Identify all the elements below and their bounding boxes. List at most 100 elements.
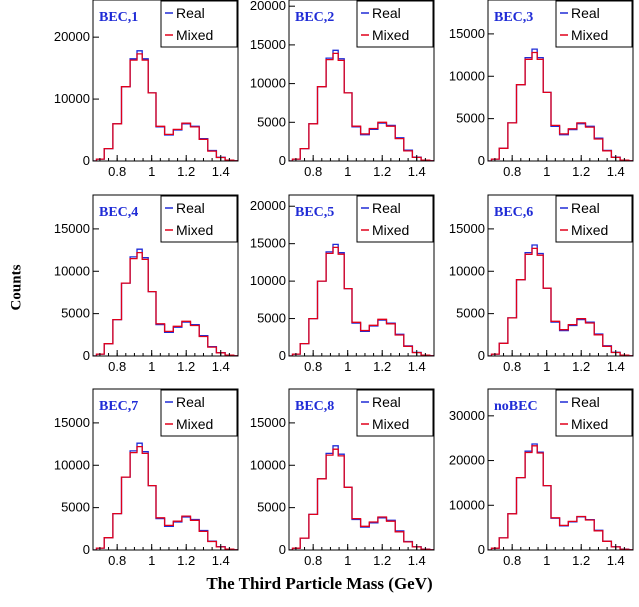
panel-title: BEC,7 xyxy=(99,399,138,414)
panel-title: BEC,1 xyxy=(99,10,138,25)
x-tick-label: 1.2 xyxy=(572,553,590,568)
plot-frame xyxy=(288,388,435,551)
legend-label-real: Real xyxy=(176,394,205,410)
y-tick-label: 15000 xyxy=(250,37,286,52)
series-mixed-line xyxy=(488,445,633,550)
x-tick-label: 0.8 xyxy=(304,359,322,374)
y-tick-label: 20000 xyxy=(250,0,286,13)
y-tick-label: 0 xyxy=(478,153,485,168)
x-tick-label: 1.4 xyxy=(212,164,230,179)
legend-label-real: Real xyxy=(372,394,401,410)
series-mixed-line xyxy=(93,53,238,161)
y-tick-label: 10000 xyxy=(250,457,286,472)
y-tick-label: 5000 xyxy=(456,111,485,126)
y-tick-label: 15000 xyxy=(449,221,485,236)
series-real-line xyxy=(93,248,238,356)
plot-frame xyxy=(92,0,239,162)
series-real-line xyxy=(289,243,434,356)
panel-title: BEC,8 xyxy=(295,399,334,414)
legend-label-real: Real xyxy=(176,200,205,216)
panel-title: BEC,2 xyxy=(295,10,334,25)
y-tick-label: 10000 xyxy=(54,263,90,278)
x-tick-label: 0.8 xyxy=(108,553,126,568)
series-mixed-line xyxy=(488,247,633,356)
x-tick-label: 1.4 xyxy=(607,359,625,374)
y-tick-label: 20000 xyxy=(54,29,90,44)
plot-frame xyxy=(288,0,435,162)
panel-title: BEC,3 xyxy=(494,10,533,25)
y-tick-label: 15000 xyxy=(54,221,90,236)
panel-8: 0.8 1 1.2 1.4 0 5000 10000 15000 BEC,8 Real Mixed xyxy=(250,388,435,568)
x-tick-label: 0.8 xyxy=(503,164,521,179)
plot-frame xyxy=(288,194,435,357)
y-axis-label-wrap: Counts xyxy=(0,255,34,325)
y-tick-label: 5000 xyxy=(257,500,286,515)
x-tick-label: 1 xyxy=(148,359,155,374)
y-tick-label: 15000 xyxy=(449,26,485,41)
series-real-line xyxy=(289,445,434,550)
x-tick-label: 0.8 xyxy=(304,553,322,568)
legend-label-real: Real xyxy=(372,5,401,21)
legend-box xyxy=(160,389,238,437)
y-axis-label: Counts xyxy=(8,264,25,311)
x-tick-label: 1.4 xyxy=(212,359,230,374)
legend-label-mixed: Mixed xyxy=(176,222,213,238)
panel-6: 0.8 1 1.2 1.4 0 5000 10000 15000 BEC,6 Real Mixed xyxy=(449,194,634,374)
plot-frame xyxy=(92,194,239,357)
plot-frame xyxy=(487,388,634,551)
y-tick-label: 0 xyxy=(279,542,286,557)
legend-box xyxy=(160,0,238,48)
y-tick-label: 30000 xyxy=(449,408,485,423)
x-tick-label: 1.2 xyxy=(373,359,391,374)
panel-9: 0.8 1 1.2 1.4 0 10000 20000 30000 noBEC Real Mixed xyxy=(449,388,634,568)
series-mixed-line xyxy=(289,246,434,356)
legend-label-real: Real xyxy=(571,200,600,216)
y-tick-label: 0 xyxy=(83,542,90,557)
series-real-line xyxy=(93,442,238,550)
series-real-line xyxy=(488,244,633,356)
x-tick-label: 0.8 xyxy=(503,359,521,374)
legend-label-real: Real xyxy=(571,5,600,21)
legend-label-mixed: Mixed xyxy=(372,222,409,238)
x-tick-label: 1 xyxy=(344,359,351,374)
x-tick-label: 1.2 xyxy=(177,164,195,179)
x-tick-label: 1.2 xyxy=(177,553,195,568)
plot-frame xyxy=(92,388,239,551)
legend-box xyxy=(555,0,633,48)
y-tick-label: 10000 xyxy=(250,76,286,91)
y-tick-label: 0 xyxy=(279,153,286,168)
panel-title: BEC,4 xyxy=(99,205,138,220)
x-tick-label: 1.2 xyxy=(373,553,391,568)
x-tick-label: 1.2 xyxy=(373,164,391,179)
y-tick-label: 10000 xyxy=(449,263,485,278)
x-tick-label: 0.8 xyxy=(108,359,126,374)
series-mixed-line xyxy=(93,445,238,550)
series-mixed-line xyxy=(289,448,434,550)
legend-label-mixed: Mixed xyxy=(176,416,213,432)
panel-4: 0.8 1 1.2 1.4 0 5000 10000 15000 BEC,4 Real Mixed xyxy=(54,194,239,374)
x-tick-label: 1.4 xyxy=(212,553,230,568)
panel-1: 0.8 1 1.2 1.4 0 10000 20000 BEC,1 Real Mixed xyxy=(54,0,239,179)
y-tick-label: 5000 xyxy=(61,500,90,515)
y-tick-label: 10000 xyxy=(54,457,90,472)
legend-box xyxy=(356,0,434,48)
legend-box xyxy=(356,389,434,437)
plot-frame xyxy=(487,194,634,357)
y-tick-label: 15000 xyxy=(54,415,90,430)
panel-title: BEC,5 xyxy=(295,205,334,220)
legend-label-mixed: Mixed xyxy=(571,416,608,432)
y-tick-label: 0 xyxy=(478,348,485,363)
x-tick-label: 1.2 xyxy=(177,359,195,374)
y-tick-label: 5000 xyxy=(257,311,286,326)
x-tick-label: 1.4 xyxy=(607,164,625,179)
x-tick-label: 1.2 xyxy=(572,359,590,374)
legend-label-real: Real xyxy=(176,5,205,21)
x-tick-label: 1 xyxy=(148,164,155,179)
y-tick-label: 5000 xyxy=(456,306,485,321)
y-tick-label: 10000 xyxy=(449,497,485,512)
x-tick-label: 0.8 xyxy=(304,164,322,179)
x-tick-label: 1 xyxy=(543,359,550,374)
legend-box xyxy=(356,195,434,243)
x-tick-label: 1.4 xyxy=(408,164,426,179)
series-real-line xyxy=(488,443,633,550)
